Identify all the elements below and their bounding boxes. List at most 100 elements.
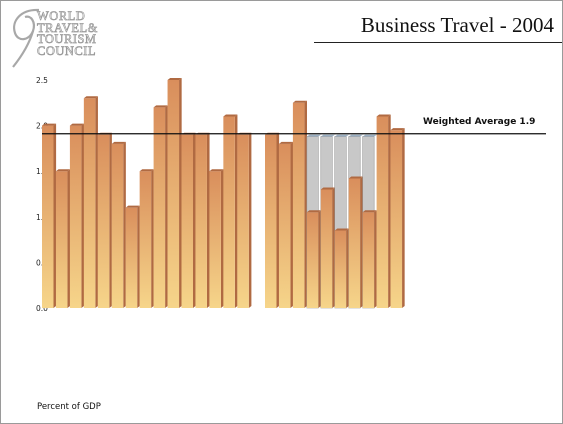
bar-front	[376, 116, 389, 308]
bar	[181, 132, 196, 308]
bar	[55, 169, 71, 308]
bar-side	[193, 132, 196, 308]
y-tick-label: 0.0	[36, 304, 48, 313]
bar-top	[223, 114, 238, 117]
bar	[97, 132, 112, 308]
bar-front	[334, 230, 347, 308]
bar-top	[278, 141, 294, 144]
bar	[278, 141, 294, 308]
bar-side	[81, 123, 84, 308]
bar-side	[137, 205, 140, 308]
logo-line: TOURISM	[37, 32, 97, 46]
bar-side	[123, 141, 126, 308]
bar	[265, 132, 280, 308]
bar-top	[390, 128, 405, 131]
bar	[223, 114, 238, 308]
bar-front	[278, 143, 291, 308]
bar-top	[55, 169, 71, 172]
bar-top	[209, 169, 224, 172]
bar	[139, 169, 154, 308]
bar-side	[53, 123, 57, 308]
bar	[292, 100, 307, 308]
bar-shadow-top	[334, 134, 349, 137]
bar-front	[111, 143, 124, 308]
bar-front	[292, 102, 305, 308]
bar-front	[83, 98, 96, 309]
bar-side	[220, 169, 224, 308]
logo-line: WORLD	[37, 9, 86, 23]
bar-front	[223, 116, 235, 308]
bar	[42, 123, 57, 308]
bar-front	[362, 212, 375, 308]
bar-side	[95, 96, 98, 309]
bar-side	[332, 187, 335, 308]
bar	[111, 141, 126, 308]
bar-front	[97, 134, 110, 308]
bar	[320, 134, 335, 309]
bar-side	[151, 169, 154, 308]
bar-top	[362, 210, 377, 213]
bar-front	[390, 130, 403, 308]
bar-front	[69, 125, 82, 308]
bar-top	[69, 123, 84, 126]
bar-front	[320, 189, 333, 308]
bar-front	[181, 134, 193, 308]
bar	[209, 169, 224, 308]
bar-top	[348, 176, 363, 179]
bar-side	[179, 78, 182, 308]
bar-front	[139, 171, 152, 308]
bar-side	[276, 132, 280, 308]
bar-front	[153, 107, 166, 308]
bar-front	[237, 134, 249, 308]
bar-top	[125, 205, 140, 208]
bar-side	[290, 141, 294, 308]
wttc-logo: WORLD TRAVEL& TOURISM COUNCIL	[7, 7, 147, 73]
bar-front	[55, 171, 68, 308]
bar	[348, 134, 363, 309]
bar-side	[67, 169, 71, 308]
logo-swirl-icon	[12, 8, 40, 68]
bar	[362, 134, 377, 309]
bar-front	[125, 207, 138, 308]
bar-top	[306, 210, 321, 213]
bar-top	[167, 78, 182, 80]
bar-front	[209, 171, 221, 308]
bar-top	[83, 96, 98, 99]
bar-front	[167, 80, 180, 308]
bar-side	[248, 132, 252, 308]
bar-top	[376, 114, 391, 117]
bar-side	[165, 105, 168, 308]
y-axis-unit-label: Percent of GDP	[37, 402, 101, 412]
bar	[83, 96, 98, 309]
slide-title: Business Travel - 2004	[360, 13, 554, 37]
bar	[306, 134, 321, 309]
bar-side	[346, 228, 349, 308]
bar-side	[304, 100, 307, 308]
bar	[237, 132, 252, 308]
logo-line: COUNCIL	[37, 43, 97, 58]
bar-side	[206, 132, 210, 308]
bar-top	[334, 228, 349, 231]
bar	[334, 134, 349, 309]
bar-side	[318, 210, 321, 308]
bar-top	[139, 169, 154, 172]
bar-front	[195, 134, 207, 308]
bar	[376, 114, 391, 308]
bar	[195, 132, 210, 308]
bar-front	[42, 125, 54, 308]
weighted-average-label: Weighted Average 1.9	[423, 117, 536, 127]
bar-front	[348, 178, 361, 308]
bar-side	[234, 114, 238, 308]
bar-front	[265, 134, 277, 308]
bar-side	[388, 114, 391, 308]
bar-shadow-top	[306, 134, 321, 137]
bar-front	[306, 212, 319, 308]
bar-side	[360, 176, 363, 308]
bar	[167, 78, 182, 308]
bar	[69, 123, 84, 308]
bar-top	[292, 100, 307, 103]
bar	[390, 128, 405, 308]
bar-shadow-top	[348, 134, 363, 137]
